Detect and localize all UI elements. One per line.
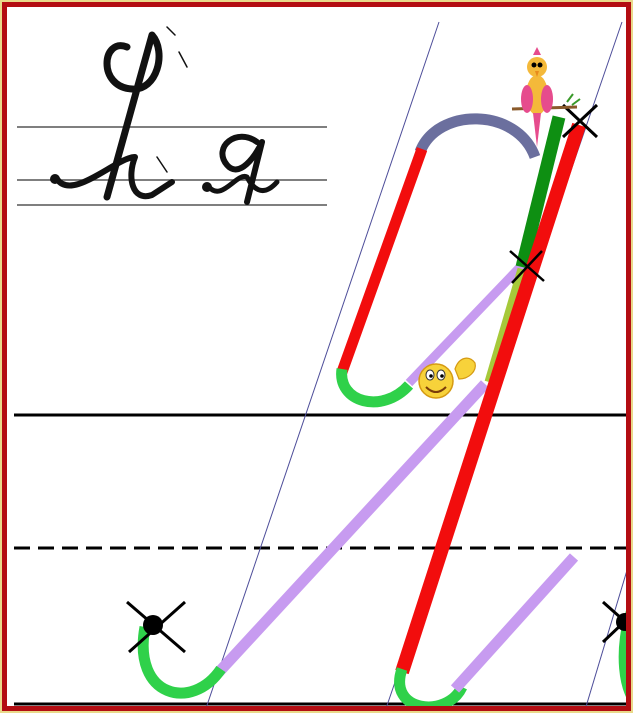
long-diagonal-stroke <box>214 380 490 676</box>
next-letter-hook <box>618 610 626 697</box>
top-arc-stroke <box>414 113 541 160</box>
loop-return-stroke <box>405 261 526 387</box>
mid-cross-icon <box>509 250 545 284</box>
main-vertical-stroke <box>395 122 586 675</box>
edge-cross-icon <box>601 600 626 644</box>
lowercase-ya-sample <box>202 133 280 205</box>
loop-left-stroke <box>336 147 428 374</box>
capital-ya-sample <box>50 26 188 201</box>
letter-tracing-canvas <box>14 21 626 706</box>
sample-ruling <box>17 126 327 206</box>
exit-stroke <box>450 553 579 693</box>
big-letter-ya <box>137 113 626 706</box>
olive-join-stroke <box>484 267 527 384</box>
smiley-wave-icon <box>418 357 476 399</box>
start-point-cross-icon <box>126 600 186 654</box>
main-bottom-hook <box>394 667 467 706</box>
bird-icon <box>511 47 581 147</box>
right-top-green-stroke <box>515 115 566 269</box>
left-bottom-hook <box>137 626 226 699</box>
top-cross-icon <box>561 103 599 139</box>
loop-bottom-hook <box>336 368 414 408</box>
